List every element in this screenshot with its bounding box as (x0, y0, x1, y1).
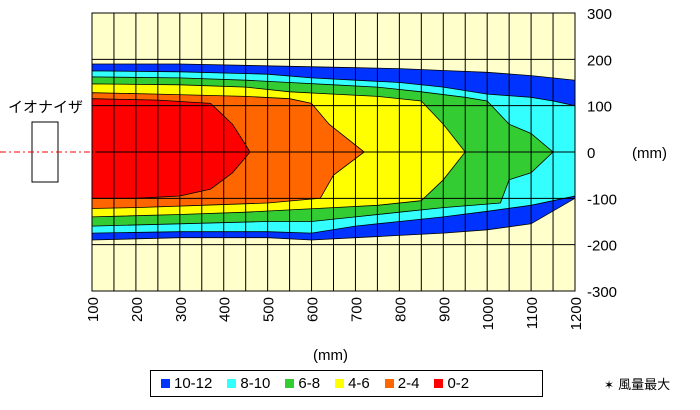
y-tick-label: 300 (587, 6, 612, 23)
y-tick-label: -300 (587, 284, 617, 301)
y-tick-label: 0 (587, 145, 595, 162)
legend-label: 4-6 (348, 375, 370, 392)
legend-swatch (434, 379, 444, 388)
legend-swatch (335, 379, 345, 388)
legend-item: 0-2 (434, 375, 469, 392)
legend-label: 0-2 (447, 375, 470, 392)
note: ✶ 風量最大 (604, 374, 670, 393)
x-tick-label: 100 (85, 297, 102, 322)
note-text: 風量最大 (618, 378, 671, 393)
axis-ticks: 100 200 300 400 500 600 700 800 900 1000 1100 12003… (85, 6, 617, 330)
x-tick-label: 200 (129, 297, 146, 322)
x-tick-label: 500 (261, 297, 278, 322)
x-tick-label: 400 (217, 297, 234, 322)
x-tick-label: 1200 (568, 297, 585, 330)
y-tick-label: -100 (587, 191, 617, 208)
y-tick-label: 100 (587, 99, 612, 116)
legend-swatch (384, 379, 394, 388)
legend-swatch (161, 379, 170, 388)
legend-item: 8-10 (227, 375, 270, 392)
legend-item: 10-12 (161, 375, 212, 392)
plot-border (91, 12, 576, 292)
legend-swatch (285, 379, 295, 388)
legend-item: 4-6 (335, 375, 370, 392)
legend-label: 8-10 (240, 375, 271, 392)
ionizer-label: イオナイザ (8, 99, 83, 116)
x-tick-label: 900 (436, 297, 453, 322)
legend-label: 6-8 (298, 375, 321, 392)
x-tick-label: 700 (348, 297, 365, 322)
legend-item: 6-8 (285, 375, 320, 392)
x-tick-label: 300 (173, 297, 190, 322)
legend-label: 10-12 (174, 375, 213, 392)
legend-swatch (227, 379, 237, 388)
x-tick-label: 800 (392, 297, 409, 322)
x-axis-label: (mm) (313, 347, 348, 364)
legend-item: 2-4 (384, 375, 420, 392)
legend-label: 2-4 (397, 375, 420, 392)
y-tick-label: -200 (587, 238, 617, 255)
legend: 10-12 8-10 6-8 4-6 2-4 0-2 (150, 370, 543, 397)
y-tick-label: 200 (587, 52, 612, 69)
x-tick-label: 600 (305, 297, 322, 322)
x-tick-label: 1000 (480, 297, 497, 330)
x-tick-label: 1100 (524, 297, 541, 329)
fan-icon: ✶ (604, 378, 615, 392)
y-axis-label: (mm) (632, 145, 667, 162)
grid-lines (91, 12, 576, 292)
